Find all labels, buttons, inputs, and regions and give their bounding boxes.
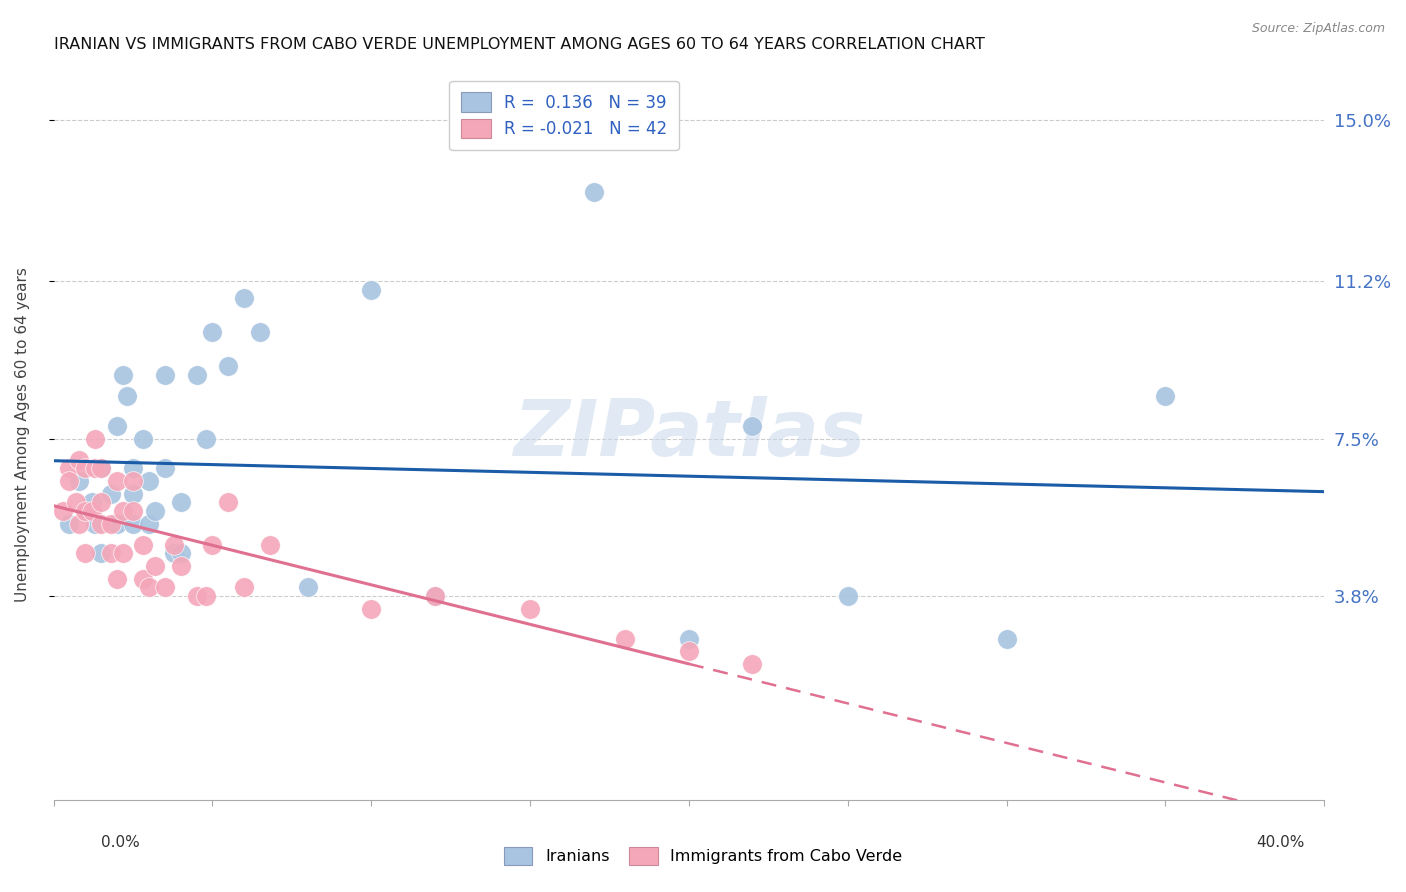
Point [100, 546, 122, 560]
Point [195, 589, 218, 603]
Point [138, 516, 160, 531]
Point [582, 185, 605, 199]
Point [138, 474, 160, 488]
Point [122, 516, 145, 531]
Text: 0.0%: 0.0% [101, 836, 141, 850]
Point [169, 495, 191, 509]
Point [233, 291, 256, 305]
Point [519, 601, 541, 615]
Point [58, 516, 80, 531]
Point [837, 589, 859, 603]
Point [201, 538, 224, 552]
Point [90, 516, 112, 531]
Point [100, 487, 122, 501]
Point [153, 368, 176, 382]
Point [105, 474, 128, 488]
Point [217, 495, 239, 509]
Point [90, 461, 112, 475]
Point [75, 461, 97, 475]
Point [67, 474, 90, 488]
Point [112, 368, 135, 382]
Point [80, 504, 103, 518]
Point [58, 461, 80, 475]
Point [83, 461, 105, 475]
Text: 40.0%: 40.0% [1257, 836, 1305, 850]
Point [83, 432, 105, 446]
Point [122, 504, 145, 518]
Point [169, 559, 191, 574]
Point [163, 546, 186, 560]
Point [90, 461, 112, 475]
Point [143, 504, 166, 518]
Point [122, 474, 145, 488]
Point [100, 516, 122, 531]
Point [741, 657, 763, 671]
Point [80, 495, 103, 509]
Text: IRANIAN VS IMMIGRANTS FROM CABO VERDE UNEMPLOYMENT AMONG AGES 60 TO 64 YEARS COR: IRANIAN VS IMMIGRANTS FROM CABO VERDE UN… [53, 37, 984, 53]
Point [163, 538, 186, 552]
Point [186, 368, 208, 382]
Point [1154, 389, 1177, 403]
Point [67, 453, 90, 467]
Point [217, 359, 239, 374]
Point [678, 632, 700, 646]
Point [297, 581, 319, 595]
Point [75, 546, 97, 560]
Point [90, 546, 112, 560]
Legend: R =  0.136   N = 39, R = -0.021   N = 42: R = 0.136 N = 39, R = -0.021 N = 42 [450, 81, 679, 150]
Point [678, 644, 700, 658]
Point [131, 432, 153, 446]
Point [105, 418, 128, 433]
Point [131, 538, 153, 552]
Point [249, 326, 271, 340]
Point [741, 418, 763, 433]
Point [201, 326, 224, 340]
Point [169, 546, 191, 560]
Point [153, 461, 176, 475]
Text: ZIPatlas: ZIPatlas [513, 396, 865, 473]
Y-axis label: Unemployment Among Ages 60 to 64 years: Unemployment Among Ages 60 to 64 years [15, 267, 30, 602]
Point [58, 474, 80, 488]
Point [138, 581, 160, 595]
Point [90, 495, 112, 509]
Point [105, 516, 128, 531]
Point [112, 504, 135, 518]
Point [105, 572, 128, 586]
Point [423, 589, 446, 603]
Point [131, 572, 153, 586]
Point [83, 516, 105, 531]
Point [186, 589, 208, 603]
Point [122, 487, 145, 501]
Point [614, 632, 637, 646]
Point [423, 589, 446, 603]
Point [115, 389, 138, 403]
Point [75, 504, 97, 518]
Point [360, 283, 382, 297]
Point [75, 504, 97, 518]
Point [67, 516, 90, 531]
Point [995, 632, 1018, 646]
Point [122, 461, 145, 475]
Point [195, 432, 218, 446]
Legend: Iranians, Immigrants from Cabo Verde: Iranians, Immigrants from Cabo Verde [495, 838, 911, 873]
Point [259, 538, 281, 552]
Point [143, 559, 166, 574]
Point [65, 495, 87, 509]
Text: Source: ZipAtlas.com: Source: ZipAtlas.com [1251, 22, 1385, 36]
Point [52, 504, 75, 518]
Point [112, 546, 135, 560]
Point [360, 601, 382, 615]
Point [153, 581, 176, 595]
Point [233, 581, 256, 595]
